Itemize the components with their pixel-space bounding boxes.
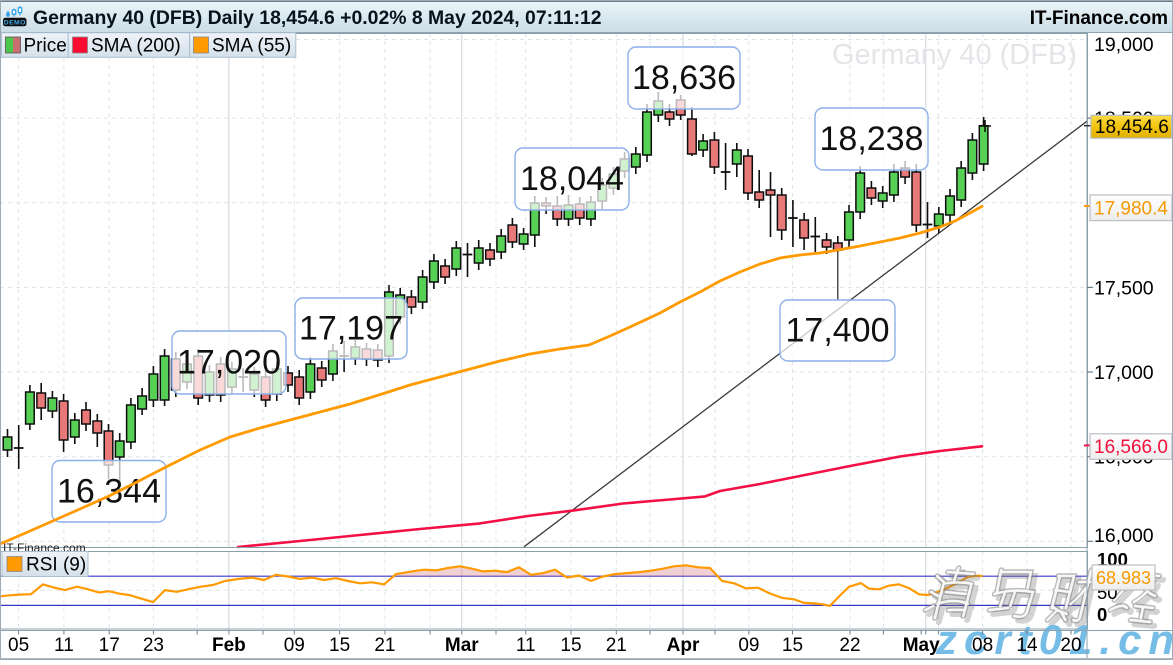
svg-text:17,000: 17,000 bbox=[1094, 362, 1154, 384]
svg-text:Germany 40 (DFB): Germany 40 (DFB) bbox=[832, 39, 1077, 71]
svg-text:17,197: 17,197 bbox=[299, 310, 403, 348]
svg-text:16,566.0: 16,566.0 bbox=[1094, 437, 1168, 458]
svg-text:17,500: 17,500 bbox=[1094, 277, 1154, 299]
svg-text:23: 23 bbox=[143, 635, 164, 656]
svg-text:IT-Finance.com: IT-Finance.com bbox=[1030, 8, 1168, 29]
svg-text:09: 09 bbox=[738, 635, 759, 656]
svg-text:Apr: Apr bbox=[667, 635, 700, 656]
svg-text:17: 17 bbox=[99, 635, 120, 656]
svg-text:14: 14 bbox=[1016, 635, 1038, 656]
svg-text:Mar: Mar bbox=[445, 635, 479, 656]
svg-text:May: May bbox=[903, 635, 940, 656]
svg-text:zcrt01.cn: zcrt01.cn bbox=[935, 616, 1173, 660]
svg-text:20: 20 bbox=[1060, 635, 1081, 656]
svg-text:0: 0 bbox=[1097, 604, 1107, 625]
svg-text:08: 08 bbox=[972, 635, 993, 656]
svg-text:SMA (200): SMA (200) bbox=[91, 36, 181, 57]
svg-text:Price: Price bbox=[24, 36, 67, 57]
svg-text:17,400: 17,400 bbox=[786, 312, 890, 350]
svg-text:21: 21 bbox=[374, 635, 395, 656]
svg-text:18,636: 18,636 bbox=[632, 59, 736, 97]
svg-text:68.983: 68.983 bbox=[1096, 568, 1151, 588]
svg-text:16,000: 16,000 bbox=[1094, 525, 1154, 547]
svg-text:DEMO: DEMO bbox=[4, 20, 26, 27]
svg-text:Feb: Feb bbox=[212, 635, 246, 656]
svg-text:18,238: 18,238 bbox=[820, 120, 924, 158]
svg-text:18,044: 18,044 bbox=[520, 160, 624, 198]
svg-text:15: 15 bbox=[560, 635, 581, 656]
svg-text:SMA (55): SMA (55) bbox=[212, 36, 291, 57]
svg-text:22: 22 bbox=[839, 635, 860, 656]
svg-text:11: 11 bbox=[516, 635, 536, 656]
svg-text:15: 15 bbox=[782, 635, 803, 656]
svg-text:17,980.4: 17,980.4 bbox=[1094, 198, 1168, 219]
svg-text:19,000: 19,000 bbox=[1094, 34, 1154, 56]
svg-text:15: 15 bbox=[329, 635, 350, 656]
svg-text:18,454.6: 18,454.6 bbox=[1095, 117, 1169, 138]
svg-text:17,020: 17,020 bbox=[177, 344, 281, 382]
svg-text:21: 21 bbox=[606, 635, 627, 656]
svg-text:Germany 40 (DFB) Daily 18,454.: Germany 40 (DFB) Daily 18,454.6 +0.02% 8… bbox=[33, 7, 602, 29]
svg-text:RSI (9): RSI (9) bbox=[26, 555, 86, 576]
svg-text:05: 05 bbox=[8, 635, 29, 656]
svg-text:09: 09 bbox=[284, 635, 305, 656]
svg-text:11: 11 bbox=[54, 635, 74, 656]
svg-text:zcrt01.cn: zcrt01.cn bbox=[939, 620, 1173, 660]
